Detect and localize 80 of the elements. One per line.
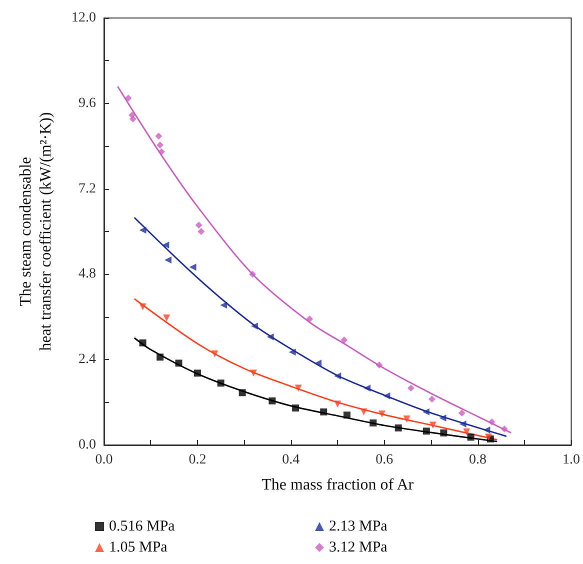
point	[429, 422, 436, 429]
point	[189, 264, 196, 271]
point	[266, 333, 274, 340]
point	[158, 148, 165, 156]
x-tick-label: 0.8	[469, 452, 487, 468]
point	[217, 380, 224, 387]
legend-label: 3.12 MPa	[329, 540, 388, 556]
line-series	[134, 298, 498, 440]
point	[294, 384, 302, 392]
point	[156, 354, 164, 361]
x-axis-title: The mass fraction of Ar	[262, 476, 414, 494]
point	[292, 404, 300, 412]
legend-label: 1.05 MPa	[109, 540, 168, 556]
point	[467, 434, 474, 441]
point	[249, 270, 256, 278]
y-tick-label: 2.4	[78, 352, 96, 368]
y-tick-label: 7.2	[78, 181, 96, 196]
y-tick-label: 0.0	[78, 438, 96, 452]
point	[334, 400, 342, 408]
point	[360, 408, 368, 416]
point	[320, 408, 328, 416]
x-tick-label: 0.2	[188, 452, 206, 468]
point	[220, 302, 228, 309]
point	[175, 360, 182, 367]
point	[458, 409, 466, 416]
x-tick-label: 1.0	[562, 452, 580, 468]
point	[139, 303, 146, 310]
x-tick-label: 0.0	[95, 452, 113, 468]
point	[155, 132, 162, 140]
point	[463, 428, 470, 436]
point	[422, 428, 430, 435]
line-series	[134, 217, 507, 437]
point	[195, 222, 202, 229]
point	[340, 336, 348, 344]
point	[364, 384, 371, 392]
point	[238, 389, 246, 396]
point	[124, 94, 132, 102]
point	[383, 392, 390, 400]
y-tick-label: 9.6	[78, 96, 96, 111]
point	[306, 316, 314, 323]
point	[500, 425, 508, 432]
point	[164, 256, 172, 264]
point	[376, 361, 383, 368]
point	[378, 410, 386, 418]
point	[422, 408, 430, 416]
y-axis-title: The steam condensable heat transfer coefficient (kW/(m²·K))	[18, 112, 54, 351]
point	[250, 370, 258, 377]
line-series	[134, 338, 498, 442]
line-series	[117, 86, 512, 434]
point	[211, 350, 218, 358]
point	[156, 142, 164, 149]
point	[139, 339, 146, 346]
legend-label: 0.516 MPa	[109, 518, 176, 534]
point	[439, 414, 446, 422]
x-tick-label: 0.6	[376, 452, 394, 468]
y-tick-label: 12.0	[72, 10, 96, 26]
point	[483, 426, 490, 434]
point	[488, 418, 496, 426]
point	[314, 360, 322, 367]
point	[162, 242, 170, 249]
point	[163, 314, 170, 322]
point	[428, 396, 436, 403]
point	[288, 348, 296, 356]
point	[459, 420, 466, 428]
point	[250, 322, 258, 330]
point	[440, 429, 448, 436]
point	[403, 416, 410, 423]
point	[407, 384, 414, 392]
legend-label: 2.13 MPa	[329, 518, 388, 534]
point	[139, 226, 146, 234]
y-tick-label: 4.8	[78, 266, 96, 282]
x-tick-label: 0.4	[282, 452, 300, 468]
point	[198, 228, 205, 235]
point	[343, 412, 350, 419]
point	[194, 370, 201, 377]
point	[268, 397, 276, 404]
point	[394, 424, 402, 432]
point	[129, 116, 136, 123]
point	[334, 372, 342, 380]
point	[370, 419, 377, 426]
